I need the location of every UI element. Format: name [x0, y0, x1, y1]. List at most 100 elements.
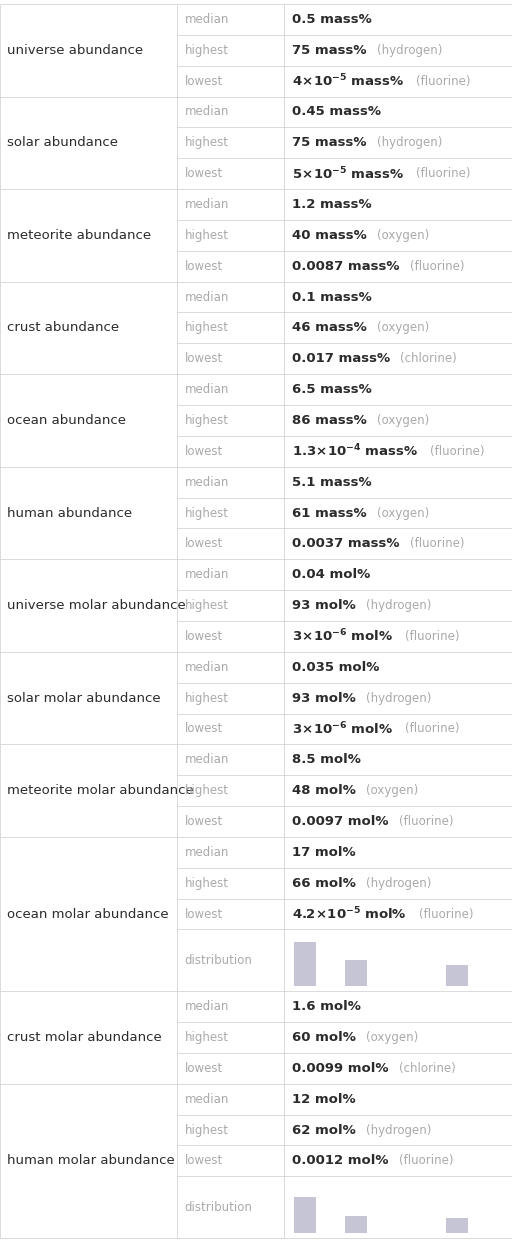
Text: 0.1 mass%: 0.1 mass%	[292, 291, 372, 303]
Text: (oxygen): (oxygen)	[377, 229, 429, 242]
Text: (chlorine): (chlorine)	[399, 1062, 455, 1074]
Text: highest: highest	[185, 599, 229, 612]
Text: 48 mol%: 48 mol%	[292, 784, 356, 797]
Bar	[345, 1216, 367, 1233]
Text: (fluorine): (fluorine)	[405, 630, 459, 643]
Text: (fluorine): (fluorine)	[399, 1154, 453, 1167]
Text: crust molar abundance: crust molar abundance	[7, 1031, 162, 1045]
Text: meteorite abundance: meteorite abundance	[7, 229, 151, 242]
Text: 1.6 mol%: 1.6 mol%	[292, 1000, 361, 1013]
Text: 0.017 mass%: 0.017 mass%	[292, 353, 390, 365]
Text: (fluorine): (fluorine)	[416, 168, 471, 180]
Text: highest: highest	[185, 322, 229, 334]
Text: lowest: lowest	[185, 1062, 223, 1074]
Text: highest: highest	[185, 414, 229, 427]
Text: (hydrogen): (hydrogen)	[377, 137, 442, 149]
Text: (oxygen): (oxygen)	[366, 784, 418, 797]
Text: 75 mass%: 75 mass%	[292, 43, 367, 57]
Text: highest: highest	[185, 1031, 229, 1045]
Text: $\mathbf{4\!\times\!10^{-5}}$$\mathbf{\ mass\%}$: $\mathbf{4\!\times\!10^{-5}}$$\mathbf{\ …	[292, 73, 404, 89]
Text: median: median	[185, 197, 229, 211]
Text: (fluorine): (fluorine)	[399, 815, 453, 828]
Text: 0.0037 mass%: 0.0037 mass%	[292, 538, 400, 550]
Text: $\mathbf{5\!\times\!10^{-5}}$$\mathbf{\ mass\%}$: $\mathbf{5\!\times\!10^{-5}}$$\mathbf{\ …	[292, 165, 404, 183]
Text: 8.5 mol%: 8.5 mol%	[292, 754, 361, 766]
Text: human abundance: human abundance	[7, 507, 132, 519]
Text: 0.0099 mol%: 0.0099 mol%	[292, 1062, 389, 1074]
Text: lowest: lowest	[185, 353, 223, 365]
Text: (fluorine): (fluorine)	[430, 445, 485, 458]
Text: (oxygen): (oxygen)	[377, 507, 429, 519]
Text: 61 mass%: 61 mass%	[292, 507, 367, 519]
Text: median: median	[185, 1000, 229, 1013]
Bar	[446, 1217, 468, 1233]
Bar	[294, 941, 316, 986]
Text: lowest: lowest	[185, 815, 223, 828]
Text: median: median	[185, 12, 229, 26]
Text: 93 mol%: 93 mol%	[292, 692, 356, 704]
Text: highest: highest	[185, 784, 229, 797]
Bar	[294, 1196, 316, 1233]
Text: 0.035 mol%: 0.035 mol%	[292, 661, 379, 673]
Text: (oxygen): (oxygen)	[366, 1031, 418, 1045]
Text: highest: highest	[185, 43, 229, 57]
Text: highest: highest	[185, 877, 229, 889]
Text: 0.5 mass%: 0.5 mass%	[292, 12, 372, 26]
Text: 40 mass%: 40 mass%	[292, 229, 367, 242]
Text: 75 mass%: 75 mass%	[292, 137, 367, 149]
Bar	[345, 960, 367, 986]
Text: human molar abundance: human molar abundance	[7, 1154, 175, 1167]
Text: $\mathbf{1.3\!\times\!10^{-4}}$$\mathbf{\ mass\%}$: $\mathbf{1.3\!\times\!10^{-4}}$$\mathbf{…	[292, 443, 418, 460]
Text: median: median	[185, 569, 229, 581]
Text: median: median	[185, 1093, 229, 1105]
Text: (fluorine): (fluorine)	[410, 538, 464, 550]
Text: (fluorine): (fluorine)	[419, 908, 473, 920]
Text: median: median	[185, 661, 229, 673]
Text: crust abundance: crust abundance	[7, 322, 119, 334]
Text: 1.2 mass%: 1.2 mass%	[292, 197, 372, 211]
Text: highest: highest	[185, 229, 229, 242]
Text: 62 mol%: 62 mol%	[292, 1124, 356, 1136]
Text: median: median	[185, 291, 229, 303]
Text: (hydrogen): (hydrogen)	[366, 1124, 431, 1136]
Text: 6.5 mass%: 6.5 mass%	[292, 383, 372, 396]
Text: (hydrogen): (hydrogen)	[366, 692, 431, 704]
Text: lowest: lowest	[185, 908, 223, 920]
Text: ocean molar abundance: ocean molar abundance	[7, 908, 168, 920]
Text: lowest: lowest	[185, 723, 223, 735]
Text: 0.0012 mol%: 0.0012 mol%	[292, 1154, 389, 1167]
Text: solar abundance: solar abundance	[7, 137, 118, 149]
Text: distribution: distribution	[185, 954, 252, 966]
Text: (chlorine): (chlorine)	[400, 353, 457, 365]
Text: universe molar abundance: universe molar abundance	[7, 599, 186, 612]
Text: distribution: distribution	[185, 1201, 252, 1213]
Text: 17 mol%: 17 mol%	[292, 846, 356, 859]
Text: lowest: lowest	[185, 168, 223, 180]
Text: highest: highest	[185, 1124, 229, 1136]
Text: (oxygen): (oxygen)	[377, 414, 429, 427]
Text: $\mathbf{3\!\times\!10^{-6}}$$\mathbf{\ mol\%}$: $\mathbf{3\!\times\!10^{-6}}$$\mathbf{\ …	[292, 720, 393, 738]
Text: meteorite molar abundance: meteorite molar abundance	[7, 784, 194, 797]
Bar	[446, 965, 468, 986]
Text: (hydrogen): (hydrogen)	[377, 43, 442, 57]
Text: 46 mass%: 46 mass%	[292, 322, 367, 334]
Text: 66 mol%: 66 mol%	[292, 877, 356, 889]
Text: solar molar abundance: solar molar abundance	[7, 692, 161, 704]
Text: lowest: lowest	[185, 538, 223, 550]
Text: lowest: lowest	[185, 445, 223, 458]
Text: $\mathbf{4.2\!\times\!10^{-5}}$$\mathbf{\ mol\%}$: $\mathbf{4.2\!\times\!10^{-5}}$$\mathbf{…	[292, 905, 407, 923]
Text: (fluorine): (fluorine)	[416, 75, 471, 88]
Text: 0.04 mol%: 0.04 mol%	[292, 569, 370, 581]
Text: $\mathbf{3\!\times\!10^{-6}}$$\mathbf{\ mol\%}$: $\mathbf{3\!\times\!10^{-6}}$$\mathbf{\ …	[292, 628, 393, 645]
Text: median: median	[185, 383, 229, 396]
Text: 0.45 mass%: 0.45 mass%	[292, 106, 381, 118]
Text: (fluorine): (fluorine)	[410, 260, 464, 273]
Text: median: median	[185, 106, 229, 118]
Text: 0.0097 mol%: 0.0097 mol%	[292, 815, 389, 828]
Text: (fluorine): (fluorine)	[405, 723, 459, 735]
Text: lowest: lowest	[185, 75, 223, 88]
Text: highest: highest	[185, 692, 229, 704]
Text: ocean abundance: ocean abundance	[7, 414, 126, 427]
Text: lowest: lowest	[185, 260, 223, 273]
Text: highest: highest	[185, 137, 229, 149]
